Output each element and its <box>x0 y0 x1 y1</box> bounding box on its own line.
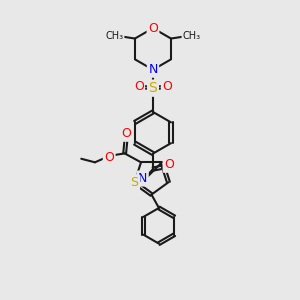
Text: CH₃: CH₃ <box>105 31 123 41</box>
Text: S: S <box>148 81 157 95</box>
Text: N: N <box>138 172 147 185</box>
Text: O: O <box>164 158 174 171</box>
Text: H: H <box>129 177 137 187</box>
Text: CH₃: CH₃ <box>183 31 201 41</box>
Text: O: O <box>162 80 172 93</box>
Text: O: O <box>134 80 144 93</box>
Text: N: N <box>148 63 158 76</box>
Text: S: S <box>130 176 139 189</box>
Text: O: O <box>104 151 114 164</box>
Text: O: O <box>121 127 131 140</box>
Text: O: O <box>148 22 158 34</box>
